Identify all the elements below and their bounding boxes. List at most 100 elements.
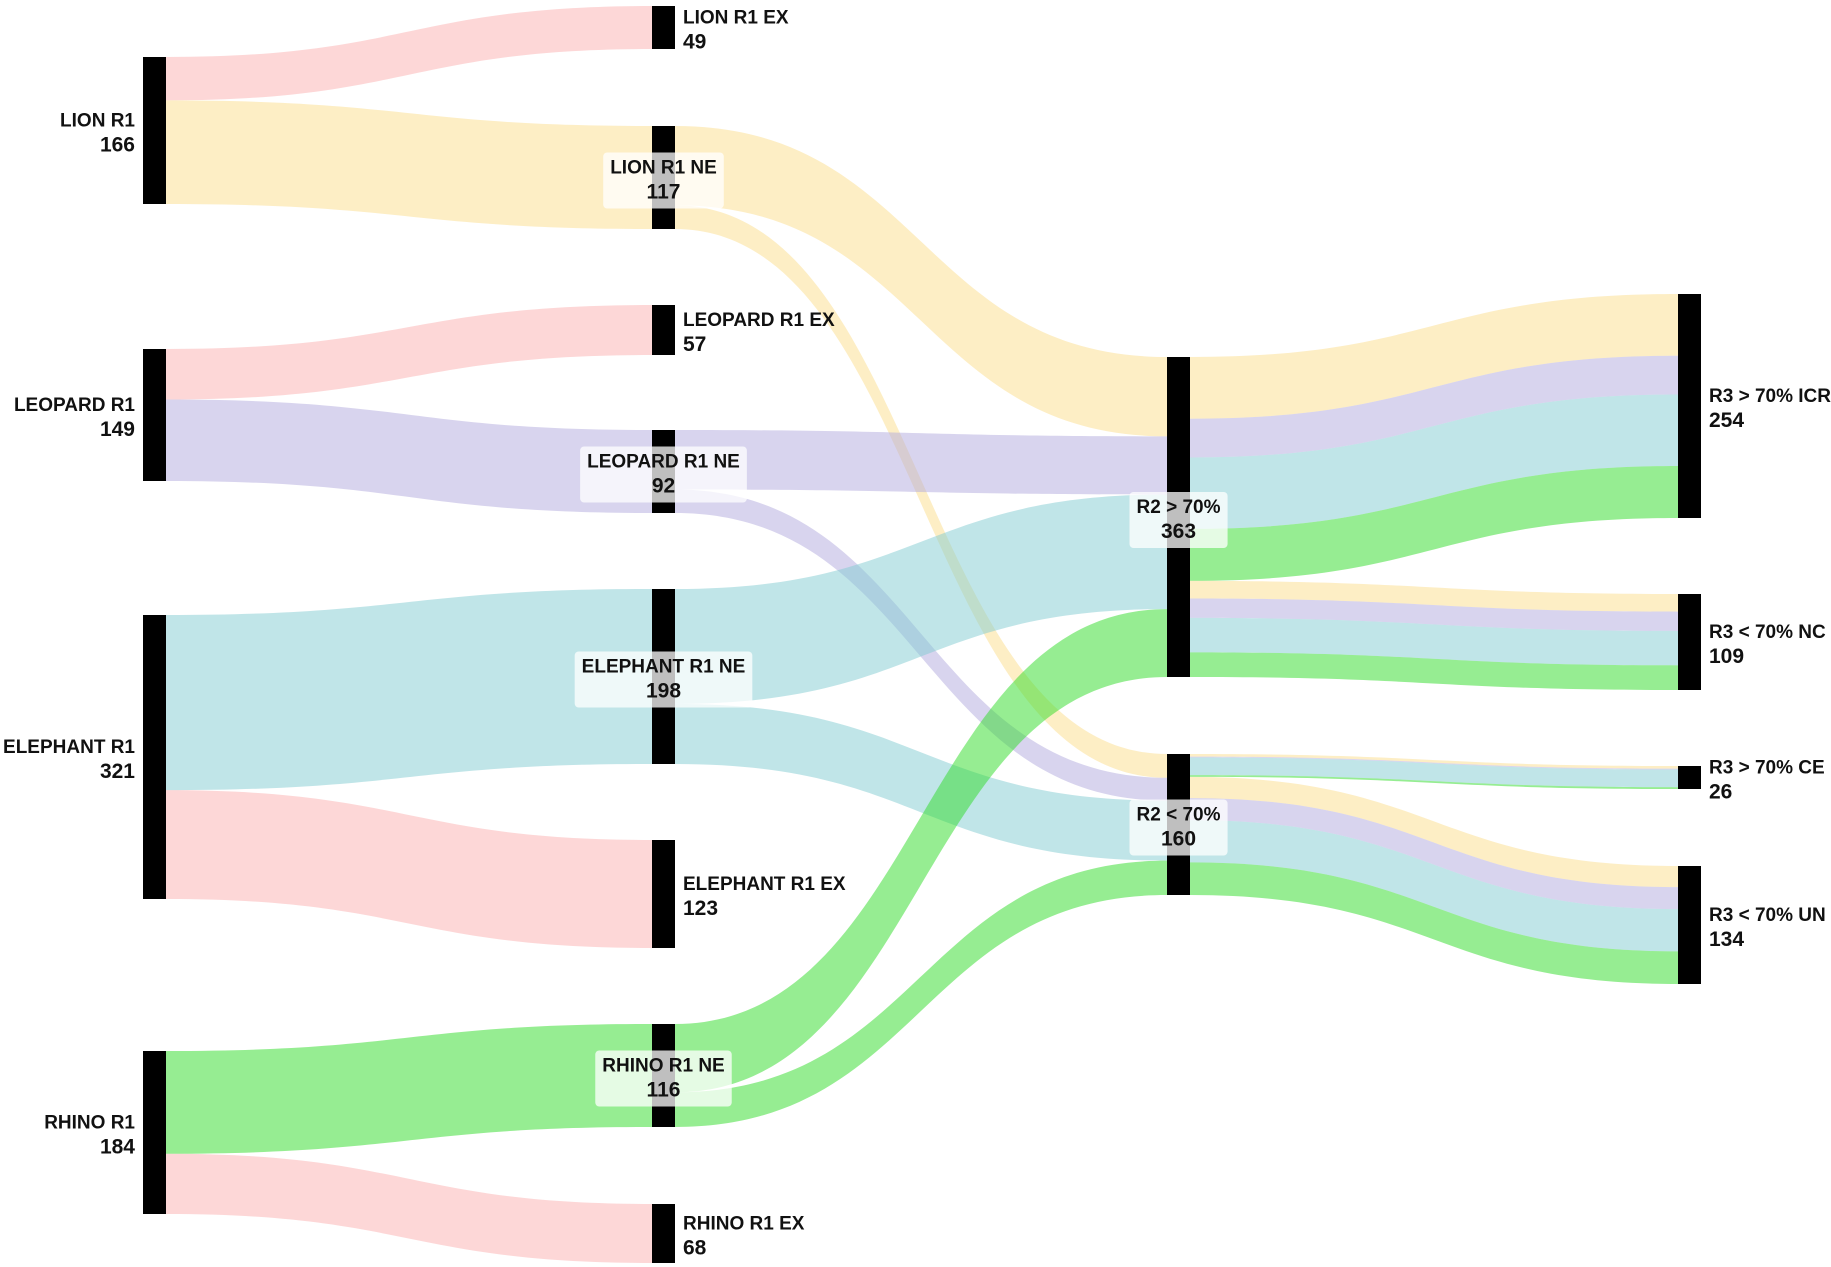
- link-rhino_r1-to-rhino_ex-excluded: [166, 1153, 652, 1263]
- node-name: ELEPHANT R1 EX: [683, 874, 846, 895]
- link-leopard_r1-to-leopard_ne-leopard: [166, 399, 652, 513]
- node-label-r2_gt: R2 > 70%363: [1129, 492, 1228, 548]
- node-label-bg: [1129, 799, 1228, 856]
- node-lion_ex: [652, 6, 675, 49]
- node-value: 123: [683, 897, 718, 920]
- node-name: LION R1: [60, 111, 135, 132]
- link-layer: [166, 6, 1678, 1263]
- node-name: LION R1 NE: [610, 158, 717, 179]
- node-name: RHINO R1: [44, 1113, 135, 1134]
- link-r2_gt-to-nc-leopard: [1190, 598, 1678, 631]
- node-value: 184: [100, 1136, 135, 1159]
- node-rhino_ex: [652, 1204, 675, 1263]
- link-r2_gt-to-icr-leopard: [1190, 355, 1678, 458]
- node-label-bg: [603, 152, 724, 209]
- node-name: ELEPHANT R1: [3, 737, 135, 758]
- node-value: 134: [1709, 928, 1744, 951]
- link-r2_lt-to-ce-leopard: [1190, 756, 1678, 770]
- node-value: 321: [100, 760, 135, 783]
- link-r2_lt-to-un-leopard: [1190, 798, 1678, 910]
- node-value: 149: [100, 418, 135, 441]
- node-name: R3 > 70% ICR: [1709, 386, 1831, 407]
- link-r2_gt-to-icr-rhino: [1190, 465, 1678, 581]
- link-r2_lt-to-ce-lion: [1190, 754, 1678, 769]
- link-r2_gt-to-nc-lion: [1190, 580, 1678, 612]
- node-value: 26: [1709, 781, 1732, 804]
- node-name: RHINO R1 EX: [683, 1214, 805, 1235]
- node-label-bg: [595, 1050, 732, 1107]
- link-r2_lt-to-ce-rhino: [1190, 775, 1678, 789]
- node-value: 57: [683, 333, 706, 356]
- link-rhino_ne-to-r2_gt-rhino: [675, 609, 1167, 1093]
- node-name: R3 < 70% NC: [1709, 622, 1826, 643]
- link-r2_lt-to-un-lion: [1190, 776, 1678, 888]
- node-label-bg: [580, 446, 747, 503]
- node-name: ELEPHANT R1 NE: [582, 657, 746, 678]
- node-nc: [1678, 594, 1701, 690]
- node-name: LEOPARD R1 EX: [683, 310, 835, 331]
- node-value: 198: [646, 680, 681, 703]
- node-value: 363: [1161, 520, 1196, 543]
- node-label-bg: [1129, 492, 1228, 548]
- node-lion_r1: [143, 57, 166, 204]
- link-r2_lt-to-un-elephant: [1190, 820, 1678, 952]
- link-rhino_r1-to-rhino_ne-rhino: [166, 1024, 652, 1154]
- node-leopard_r1: [143, 349, 166, 481]
- link-r2_gt-to-icr-lion: [1190, 294, 1678, 419]
- node-value: 254: [1709, 409, 1744, 432]
- node-name: R3 > 70% CE: [1709, 758, 1825, 779]
- link-r2_lt-to-ce-elephant: [1190, 757, 1678, 788]
- node-value: 109: [1709, 645, 1744, 668]
- link-r2_lt-to-un-rhino: [1190, 862, 1678, 984]
- node-rhino_r1: [143, 1051, 166, 1214]
- node-label-r2_lt: R2 < 70%160: [1129, 799, 1228, 856]
- link-lion_r1-to-lion_ex-excluded: [166, 6, 652, 101]
- node-value: 49: [683, 31, 706, 54]
- node-label-bg: [574, 651, 753, 708]
- link-elephant_r1-to-elephant_ex-excluded: [166, 790, 652, 948]
- node-name: R2 < 70%: [1137, 805, 1221, 826]
- node-leopard_ex: [652, 305, 675, 355]
- node-name: R2 > 70%: [1137, 497, 1221, 518]
- node-value: 116: [647, 1079, 681, 1102]
- link-elephant_r1-to-elephant_ne-elephant: [166, 589, 652, 791]
- link-elephant_ne-to-r2_gt-elephant: [675, 494, 1167, 704]
- node-icr: [1678, 294, 1701, 518]
- node-elephant_r1: [143, 615, 166, 899]
- link-lion_r1-to-lion_ne-lion: [166, 100, 652, 229]
- node-value: 68: [683, 1237, 707, 1260]
- node-name: LION R1 EX: [683, 8, 789, 29]
- link-r2_gt-to-icr-elephant: [1190, 394, 1678, 529]
- node-ce: [1678, 766, 1701, 789]
- node-value: 92: [652, 475, 675, 498]
- link-r2_gt-to-nc-elephant: [1190, 617, 1678, 666]
- node-name: LEOPARD R1 NE: [587, 452, 740, 473]
- node-name: LEOPARD R1: [14, 395, 135, 416]
- link-elephant_ne-to-r2_lt-elephant: [675, 703, 1167, 861]
- node-value: 166: [100, 134, 135, 157]
- link-r2_gt-to-nc-rhino: [1190, 652, 1678, 690]
- node-value: 117: [647, 181, 681, 204]
- node-elephant_ex: [652, 840, 675, 948]
- node-name: R3 < 70% UN: [1709, 905, 1826, 926]
- link-leopard_ne-to-r2_gt-leopard: [675, 430, 1167, 495]
- node-un: [1678, 866, 1701, 984]
